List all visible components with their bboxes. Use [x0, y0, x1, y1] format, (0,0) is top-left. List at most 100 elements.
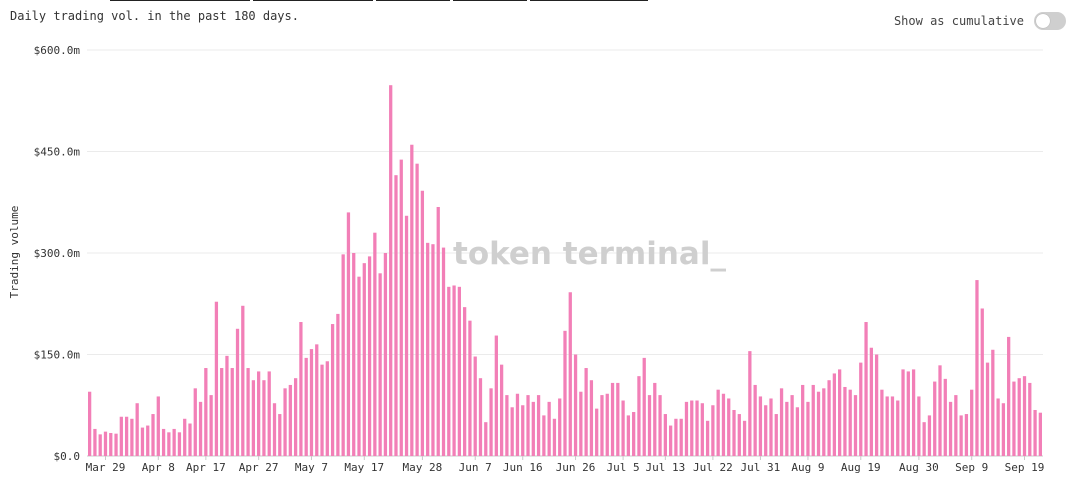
- x-tick-label: Sep 19: [1005, 461, 1045, 474]
- bar: [869, 347, 873, 456]
- x-tick-label: Apr 8: [142, 461, 175, 474]
- bar: [700, 403, 704, 456]
- bar: [1028, 382, 1032, 456]
- bar: [341, 254, 345, 456]
- bar: [605, 393, 609, 456]
- bar: [838, 369, 842, 456]
- bar: [637, 376, 641, 456]
- bar: [494, 335, 498, 456]
- bar: [109, 432, 113, 456]
- bar: [595, 408, 599, 456]
- bar: [309, 349, 314, 456]
- bar: [235, 328, 240, 456]
- bar: [389, 85, 393, 456]
- bar: [220, 368, 224, 456]
- bar: [674, 418, 678, 456]
- bar: [1033, 409, 1037, 456]
- y-tick-label: $150.0m: [34, 349, 81, 362]
- bar: [732, 409, 736, 456]
- bar: [626, 415, 631, 456]
- bar: [954, 395, 958, 456]
- bar: [272, 403, 277, 456]
- bar: [573, 354, 578, 456]
- x-tick-label: Apr 17: [186, 461, 226, 474]
- cumulative-toggle-group: Show as cumulative: [894, 12, 1066, 30]
- bar: [552, 418, 557, 456]
- bar: [991, 349, 995, 456]
- bar: [468, 320, 472, 456]
- bar: [885, 396, 889, 456]
- bar: [959, 415, 963, 456]
- bar: [352, 253, 356, 456]
- bar: [415, 163, 419, 456]
- bar: [183, 418, 187, 456]
- bar: [246, 368, 250, 456]
- bar: [848, 389, 852, 456]
- bar: [790, 395, 794, 456]
- watermark-text: token terminal_: [453, 236, 726, 272]
- bar: [1001, 403, 1006, 456]
- bar: [325, 361, 329, 456]
- bar: [975, 280, 979, 456]
- bar: [378, 273, 382, 456]
- bar: [526, 395, 530, 456]
- bar: [88, 391, 92, 456]
- bar: [410, 144, 414, 457]
- bar: [431, 244, 435, 456]
- bar: [452, 285, 456, 456]
- bar: [727, 398, 731, 456]
- bar: [362, 263, 366, 456]
- bar: [299, 322, 303, 456]
- bar: [684, 401, 689, 456]
- bar: [383, 253, 388, 456]
- bar: [890, 396, 895, 456]
- bar: [985, 362, 990, 456]
- bar: [177, 432, 182, 456]
- x-tick-label: Jul 31: [741, 461, 781, 474]
- bar: [103, 431, 108, 456]
- bar: [230, 368, 234, 456]
- bar: [568, 292, 572, 456]
- bar: [695, 400, 699, 456]
- x-tick-label: May 28: [403, 461, 443, 474]
- bar: [943, 378, 947, 456]
- bar: [373, 232, 377, 456]
- bar: [399, 159, 403, 456]
- bar: [964, 414, 969, 456]
- bar: [241, 305, 245, 456]
- x-tick-label: Jul 5: [607, 461, 640, 474]
- bar: [336, 313, 340, 456]
- bar: [193, 388, 197, 456]
- bar: [832, 373, 836, 456]
- bar: [542, 415, 546, 456]
- x-tick-label: May 17: [344, 461, 384, 474]
- bar: [119, 416, 123, 456]
- bar: [748, 351, 752, 456]
- bar: [948, 401, 953, 456]
- bar: [531, 401, 535, 456]
- bar: [283, 388, 287, 456]
- bar: [705, 420, 710, 456]
- bar: [278, 414, 282, 456]
- bar: [669, 425, 673, 456]
- bar: [521, 405, 525, 456]
- bar: [843, 386, 847, 456]
- x-axis-ticks: Mar 29 Apr 8 Apr 17 Apr 27 May 7 May 17 May 28…: [86, 456, 1045, 474]
- bar: [161, 428, 166, 456]
- bar: [758, 396, 763, 456]
- bar: [716, 389, 720, 456]
- bar: [621, 400, 625, 456]
- bar: [816, 391, 821, 456]
- cumulative-toggle[interactable]: [1034, 12, 1066, 30]
- bar: [579, 391, 583, 456]
- bar: [1038, 412, 1042, 456]
- bar: [257, 371, 261, 456]
- x-tick-label: Mar 29: [86, 461, 126, 474]
- bar: [806, 401, 810, 456]
- bar: [647, 395, 652, 456]
- bar: [214, 301, 219, 456]
- bar: [679, 418, 683, 456]
- bar: [447, 286, 451, 456]
- bar: [130, 418, 134, 456]
- x-tick-label: Apr 27: [239, 461, 279, 474]
